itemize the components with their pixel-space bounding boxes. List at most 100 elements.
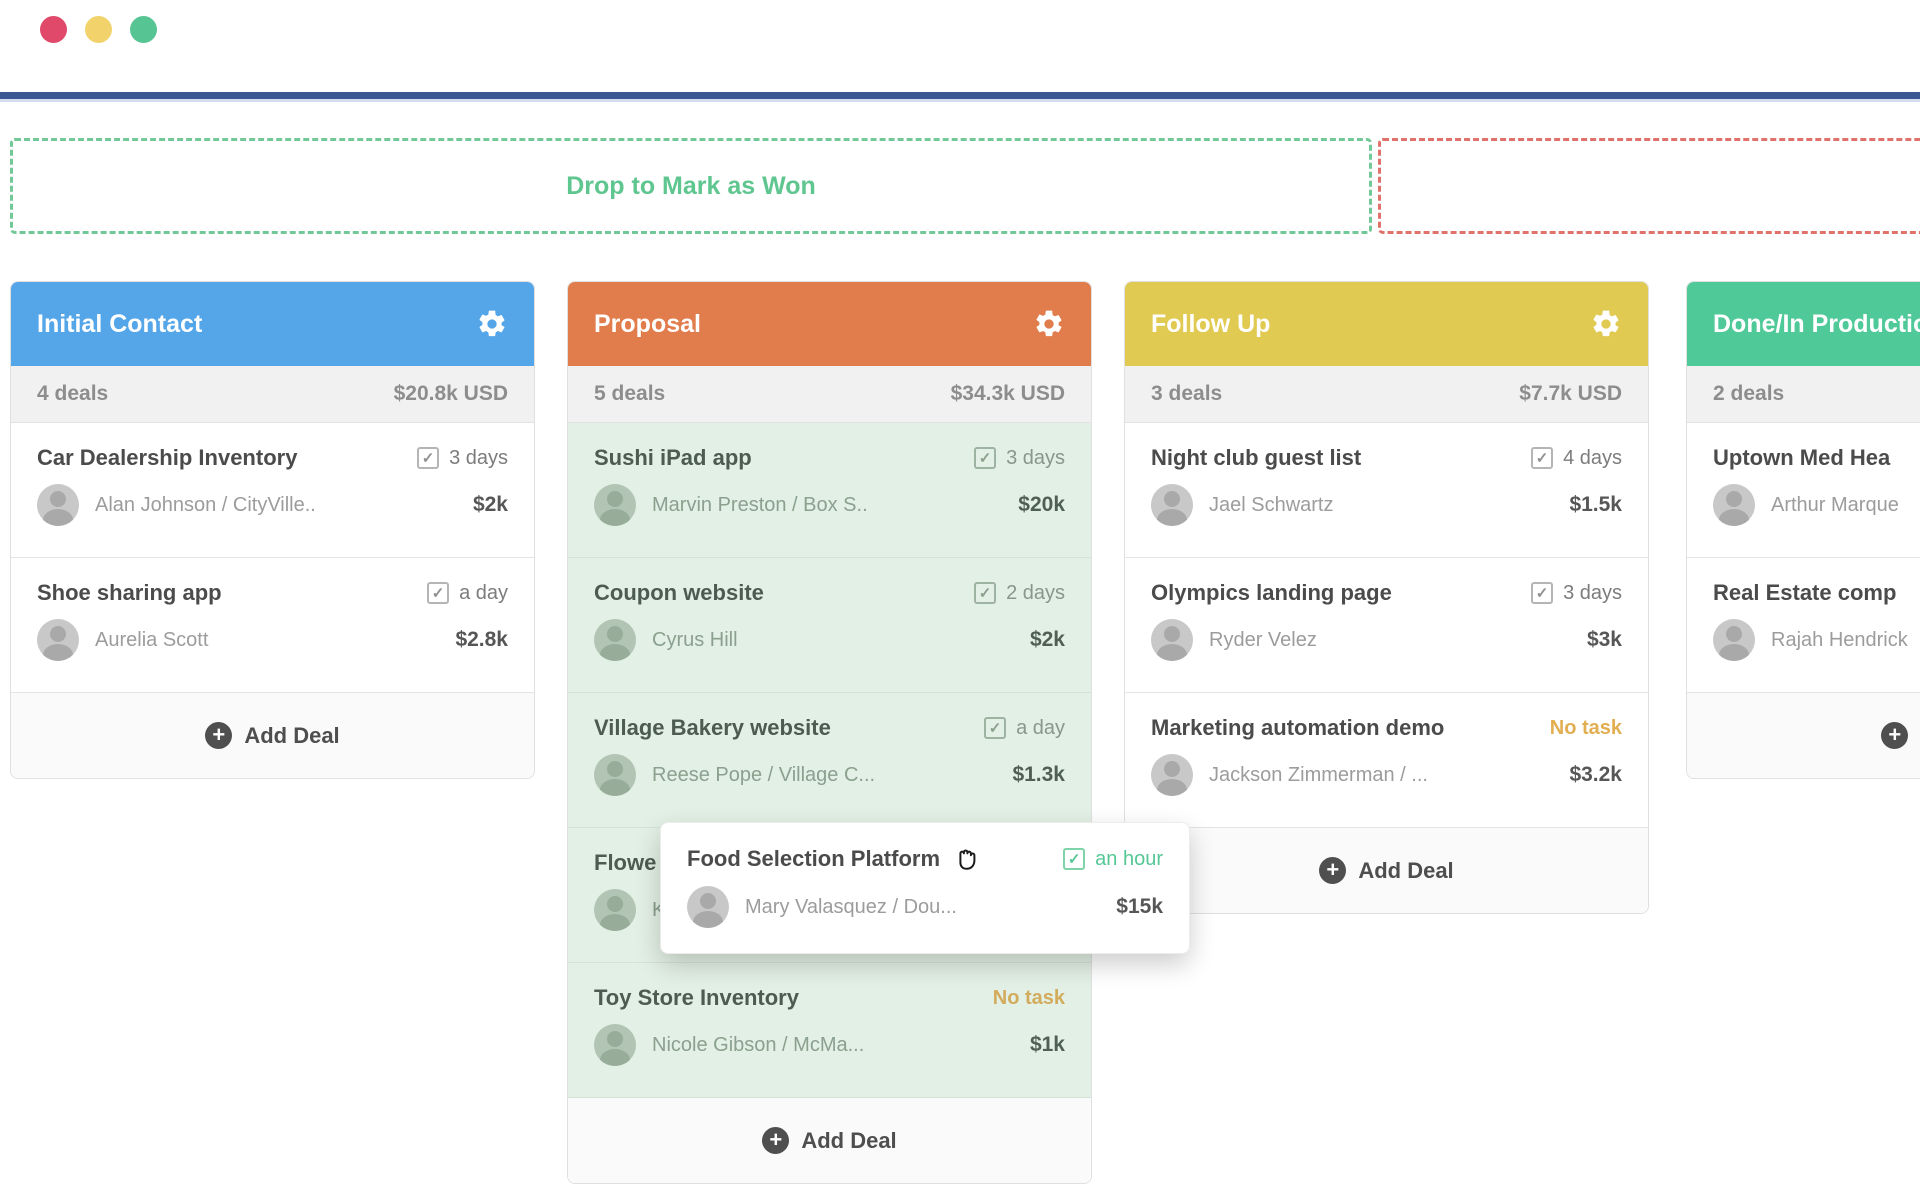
add-deal-button[interactable]: Add Deal — [1687, 693, 1920, 778]
avatar — [1151, 484, 1193, 526]
deal-status: 3 days — [417, 447, 508, 470]
status-label: 4 days — [1563, 446, 1622, 469]
avatar — [1151, 619, 1193, 661]
deals-total: $20.8k USD — [393, 382, 508, 405]
task-checkbox-icon — [1531, 447, 1554, 469]
deal-card[interactable]: Marketing automation demo No task Jackso… — [1125, 693, 1648, 828]
person-name: Arthur Marque — [1771, 493, 1899, 516]
deal-value: $3k — [1586, 628, 1622, 651]
deal-status: 3 days — [1531, 582, 1622, 605]
deal-card[interactable]: Village Bakery website a day Reese Pope … — [568, 693, 1091, 828]
deal-card[interactable]: Car Dealership Inventory 3 days Alan Joh… — [11, 423, 534, 558]
person-name: Jael Schwartz — [1209, 493, 1334, 516]
deal-title: Car Dealership Inventory — [37, 445, 298, 470]
status-label: 2 days — [1006, 581, 1065, 604]
drop-zone-won[interactable]: Drop to Mark as Won — [10, 138, 1372, 234]
deals-count: 3 deals — [1151, 382, 1223, 405]
avatar — [1151, 754, 1193, 796]
deal-value: $1.3k — [1012, 763, 1065, 786]
status-label: an hour — [1095, 847, 1163, 870]
dragged-deal-card[interactable]: Food Selection Platform an hour Mary Val… — [660, 822, 1190, 954]
deals-count: 4 deals — [37, 382, 109, 405]
dragged-deal-title-text: Food Selection Platform — [687, 846, 941, 871]
deal-value: $20k — [1018, 493, 1065, 516]
column-initial-contact: Initial Contact 4 deals $20.8k USD Car D… — [10, 281, 535, 779]
status-label: No task — [992, 986, 1065, 1009]
task-checkbox-icon — [1531, 582, 1554, 604]
task-checkbox-icon — [427, 582, 450, 604]
plus-icon — [205, 722, 233, 749]
deal-title: Toy Store Inventory — [594, 985, 799, 1010]
column-stats: 3 deals $7.7k USD — [1125, 366, 1648, 423]
deals-total: $7.7k USD — [1519, 382, 1622, 405]
column-title: Initial Contact — [37, 309, 203, 338]
task-checkbox-icon — [417, 447, 440, 469]
column-title: Follow Up — [1151, 309, 1271, 338]
deal-title: Shoe sharing app — [37, 580, 222, 605]
avatar — [687, 886, 729, 928]
add-deal-button[interactable]: Add Deal — [568, 1098, 1091, 1183]
deal-card[interactable]: Night club guest list 4 days Jael Schwar… — [1125, 423, 1648, 558]
deal-title: Coupon website — [594, 580, 764, 605]
deal-card[interactable]: Sushi iPad app 3 days Marvin Preston / B… — [568, 423, 1091, 558]
add-deal-button[interactable]: Add Deal — [11, 693, 534, 778]
task-checkbox-icon — [974, 447, 997, 469]
status-label: a day — [459, 581, 508, 604]
gear-icon[interactable] — [1033, 308, 1065, 340]
column-header-done: Done/In Production — [1687, 282, 1920, 366]
task-checkbox-icon — [984, 717, 1007, 739]
add-deal-label: Add Deal — [244, 722, 340, 748]
deal-status: an hour — [1063, 848, 1163, 871]
deal-card[interactable]: Toy Store Inventory No task Nicole Gibso… — [568, 963, 1091, 1098]
column-title: Proposal — [594, 309, 701, 338]
deal-card[interactable]: Shoe sharing app a day Aurelia Scott $2.… — [11, 558, 534, 693]
gear-icon[interactable] — [1590, 308, 1622, 340]
minimize-button[interactable] — [85, 16, 112, 43]
avatar — [1713, 484, 1755, 526]
person-name: Cyrus Hill — [652, 628, 738, 651]
column-title: Done/In Production — [1713, 309, 1920, 338]
avatar — [37, 484, 79, 526]
deal-card[interactable]: Uptown Med Hea Arthur Marque — [1687, 423, 1920, 558]
deal-title: Sushi iPad app — [594, 445, 752, 470]
person-name: Aurelia Scott — [95, 628, 209, 651]
avatar — [37, 619, 79, 661]
task-checkbox-icon — [974, 582, 997, 604]
deal-value: $15k — [1116, 895, 1163, 918]
status-label: 3 days — [449, 446, 508, 469]
person-name: Reese Pope / Village C... — [652, 763, 876, 786]
deal-title: Olympics landing page — [1151, 580, 1392, 605]
window-controls — [40, 16, 157, 43]
plus-icon — [762, 1127, 790, 1154]
status-label: 3 days — [1006, 446, 1065, 469]
deals-total: $34.3k USD — [950, 382, 1065, 405]
deal-title: Uptown Med Hea — [1713, 445, 1891, 470]
plus-icon — [1881, 722, 1909, 749]
grab-cursor-icon — [959, 849, 976, 870]
deal-card[interactable]: Real Estate comp Rajah Hendrick — [1687, 558, 1920, 693]
deal-card[interactable]: Coupon website 2 days Cyrus Hill $2k — [568, 558, 1091, 693]
deal-title: Food Selection Platform — [687, 845, 980, 873]
column-done-in-production: Done/In Production 2 deals Uptown Med He… — [1686, 281, 1920, 779]
deal-value: $1.5k — [1569, 493, 1622, 516]
drop-zone-lost[interactable] — [1378, 138, 1920, 234]
column-follow-up: Follow Up 3 deals $7.7k USD Night club g… — [1124, 281, 1649, 914]
column-stats: 5 deals $34.3k USD — [568, 366, 1091, 423]
status-label: 3 days — [1563, 581, 1622, 604]
deal-value: $1k — [1029, 1033, 1065, 1056]
avatar — [594, 889, 636, 931]
person-name: Alan Johnson / CityVille.. — [95, 493, 316, 516]
deal-value: $2k — [1029, 628, 1065, 651]
close-button[interactable] — [40, 16, 67, 43]
add-deal-button[interactable]: Add Deal — [1125, 828, 1648, 913]
zoom-button[interactable] — [130, 16, 157, 43]
deal-value: $3.2k — [1569, 763, 1622, 786]
deal-title: Marketing automation demo — [1151, 715, 1445, 740]
avatar — [1713, 619, 1755, 661]
deal-title: Real Estate comp — [1713, 580, 1897, 605]
gear-icon[interactable] — [476, 308, 508, 340]
add-deal-label: Add Deal — [801, 1127, 897, 1153]
avatar — [594, 484, 636, 526]
deal-status: 4 days — [1531, 447, 1622, 470]
deal-card[interactable]: Olympics landing page 3 days Ryder Velez… — [1125, 558, 1648, 693]
